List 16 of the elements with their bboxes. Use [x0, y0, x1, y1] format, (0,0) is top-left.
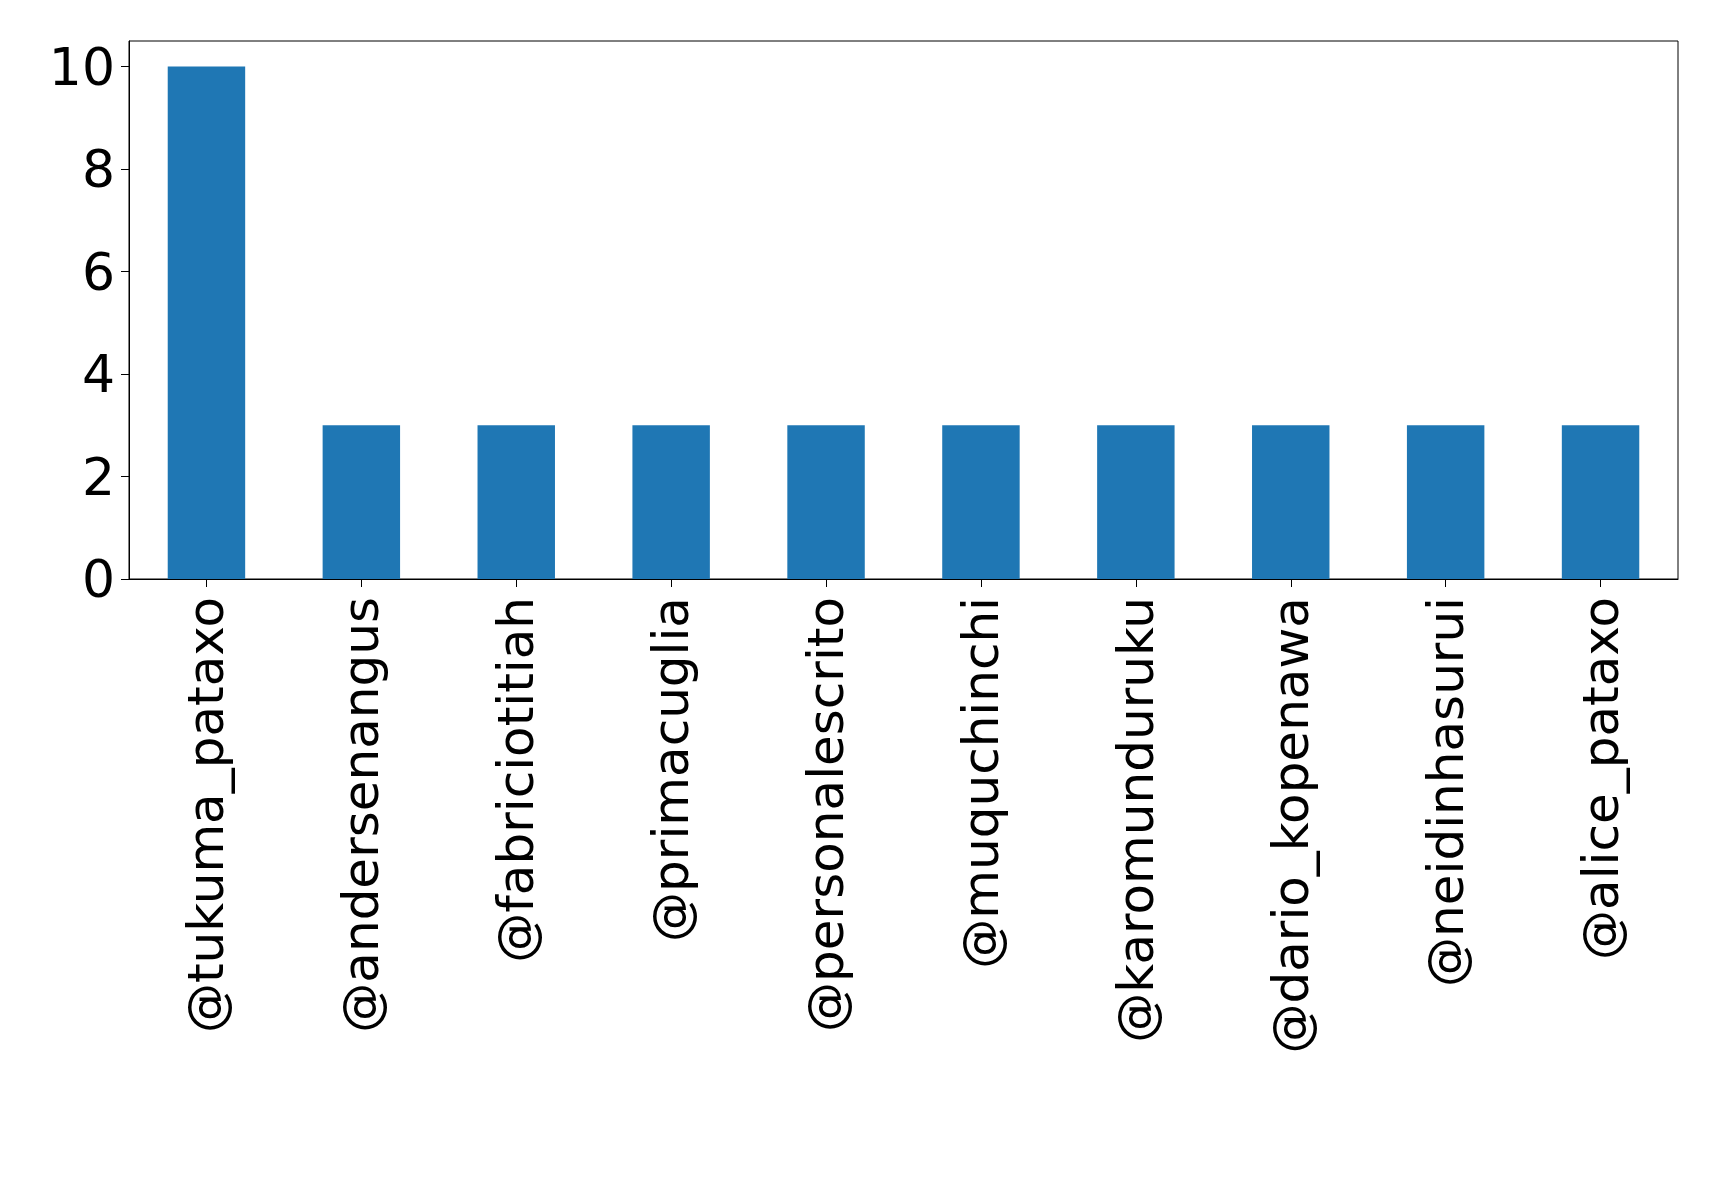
x-tick-label: @dario_kopenawa — [1261, 597, 1320, 1054]
x-tick-label: @neidinhasurui — [1416, 597, 1475, 987]
x-tick-label: @alice_pataxo — [1571, 597, 1630, 960]
x-tick-label: @fabriciotitiah — [487, 597, 546, 963]
y-tick-label: 6 — [81, 241, 115, 302]
y-tick-label: 4 — [81, 344, 115, 405]
y-tick-label: 8 — [81, 139, 115, 200]
x-tick-label: @karomunduruku — [1106, 597, 1165, 1043]
y-tick-label: 2 — [81, 446, 115, 507]
x-tick-label: @andersenangus — [332, 597, 391, 1033]
x-tick-label: @tukuma_pataxo — [177, 597, 236, 1034]
y-tick-label: 0 — [81, 549, 115, 609]
x-tick-label: @muquchinchi — [951, 597, 1010, 969]
x-tick-label: @personalescrito — [797, 597, 856, 1032]
x-tick-label: @primacuglia — [642, 597, 701, 942]
y-tick-label: 10 — [48, 36, 115, 97]
